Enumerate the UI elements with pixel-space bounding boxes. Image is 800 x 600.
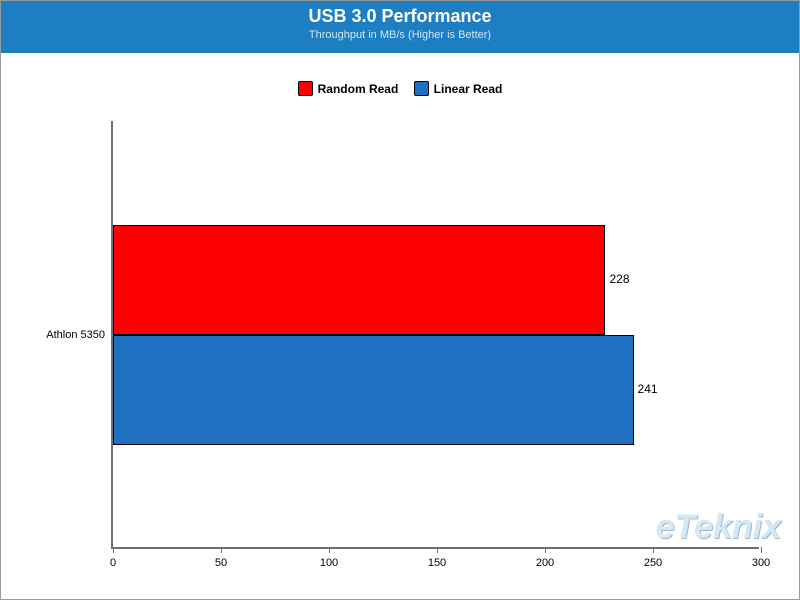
bar-random-read bbox=[113, 225, 605, 335]
x-tick-label: 150 bbox=[428, 557, 446, 569]
x-tick-label: 50 bbox=[215, 557, 227, 569]
x-tick bbox=[329, 547, 330, 553]
legend-label: Linear Read bbox=[434, 82, 503, 96]
bar-value-label: 228 bbox=[609, 272, 629, 286]
plot-area: Athlon 5350 050100150200250300228241 bbox=[111, 121, 759, 549]
x-tick-label: 300 bbox=[752, 557, 770, 569]
x-tick-label: 100 bbox=[320, 557, 338, 569]
chart-frame: USB 3.0 Performance Throughput in MB/s (… bbox=[0, 0, 800, 600]
bar-linear-read bbox=[113, 335, 634, 445]
chart-title: USB 3.0 Performance bbox=[1, 7, 799, 27]
legend-item-random-read: Random Read bbox=[298, 81, 399, 96]
legend-swatch bbox=[414, 81, 429, 96]
x-tick bbox=[761, 547, 762, 553]
legend-item-linear-read: Linear Read bbox=[414, 81, 503, 96]
chart-subtitle: Throughput in MB/s (Higher is Better) bbox=[1, 29, 799, 42]
x-tick-label: 250 bbox=[644, 557, 662, 569]
legend-label: Random Read bbox=[318, 82, 399, 96]
x-tick bbox=[221, 547, 222, 553]
chart-header: USB 3.0 Performance Throughput in MB/s (… bbox=[1, 1, 799, 53]
y-axis-label: Athlon 5350 bbox=[46, 329, 105, 341]
plot: Athlon 5350 050100150200250300228241 bbox=[111, 121, 759, 549]
legend: Random Read Linear Read bbox=[1, 81, 799, 99]
x-tick bbox=[545, 547, 546, 553]
legend-swatch bbox=[298, 81, 313, 96]
x-tick bbox=[653, 547, 654, 553]
bar-value-label: 241 bbox=[638, 382, 658, 396]
x-tick bbox=[113, 547, 114, 553]
x-tick-label: 0 bbox=[110, 557, 116, 569]
x-tick bbox=[437, 547, 438, 553]
x-tick-label: 200 bbox=[536, 557, 554, 569]
